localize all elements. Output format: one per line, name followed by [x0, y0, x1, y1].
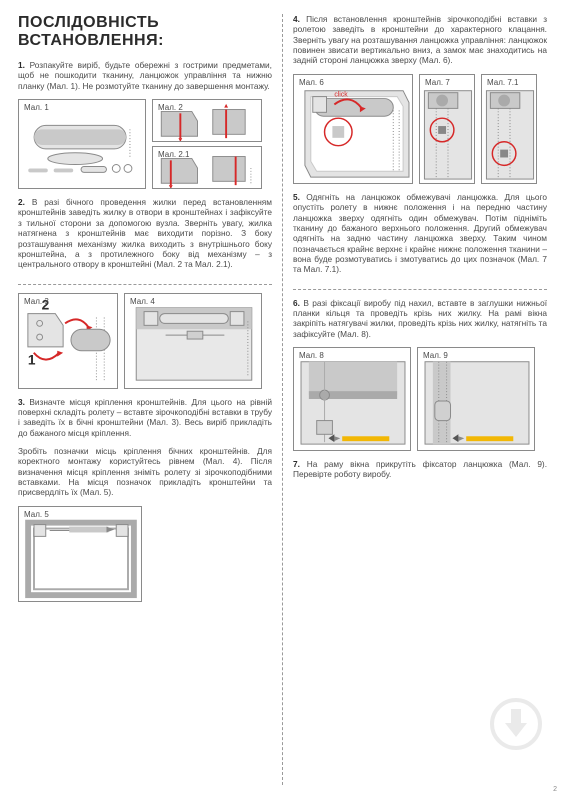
- figure-7-1-label: Мал. 7.1: [487, 78, 518, 87]
- figure-8-label: Мал. 8: [299, 351, 324, 360]
- figure-6: Мал. 6 click: [293, 74, 413, 184]
- figure-7-1-svg: [482, 75, 538, 183]
- page-title: ПОСЛІДОВНІСТЬ ВСТАНОВЛЕННЯ:: [18, 14, 272, 50]
- figcol-2: Мал. 2 Мал. 2.1: [152, 99, 262, 189]
- figure-1-svg: [19, 100, 147, 188]
- figure-2-1: Мал. 2.1: [152, 146, 262, 189]
- figure-2-1-label: Мал. 2.1: [158, 150, 189, 159]
- step-5-text: 5. Одягніть на ланцюжок обмежувачі ланцю…: [293, 192, 547, 275]
- click-label: click: [334, 91, 348, 98]
- figure-7: Мал. 7: [419, 74, 475, 184]
- figure-6-svg: click: [294, 75, 414, 183]
- step-3-num: 3.: [18, 397, 25, 407]
- figure-8-svg: [294, 348, 412, 450]
- figure-2: Мал. 2: [152, 99, 262, 142]
- figure-3: Мал. 3 1 2: [18, 293, 118, 389]
- step-5-num: 5.: [293, 192, 300, 202]
- figrow-4: Мал. 6 click: [293, 74, 547, 184]
- figure-7-svg: [420, 75, 476, 183]
- figure-9: Мал. 9: [417, 347, 535, 451]
- figure-4-label: Мал. 4: [130, 297, 155, 306]
- figure-3-svg: 1 2: [19, 294, 119, 388]
- columns: ПОСЛІДОВНІСТЬ ВСТАНОВЛЕННЯ: 1. Розпакуйт…: [18, 14, 547, 785]
- page-root: ПОСЛІДОВНІСТЬ ВСТАНОВЛЕННЯ: 1. Розпакуйт…: [0, 0, 565, 799]
- figrow-2: Мал. 3 1 2: [18, 293, 272, 389]
- step-4-text: 4. Після встановлення кронштейнів зірочк…: [293, 14, 547, 66]
- step-7-num: 7.: [293, 459, 300, 469]
- hsep-right-1: [293, 289, 547, 290]
- figrow-1: Мал. 1 Мал. 2: [18, 99, 272, 189]
- figure-5: Мал. 5: [18, 506, 142, 602]
- left-column: ПОСЛІДОВНІСТЬ ВСТАНОВЛЕННЯ: 1. Розпакуйт…: [18, 14, 282, 785]
- figure-7-label: Мал. 7: [425, 78, 450, 87]
- figure-5-svg: [19, 507, 143, 601]
- figure-1-label: Мал. 1: [24, 103, 49, 112]
- hsep-left-1: [18, 284, 272, 285]
- figure-8: Мал. 8: [293, 347, 411, 451]
- step-3a-text: 3. Визначте місця кріплення кронштейнів.…: [18, 397, 272, 438]
- figure-3-label: Мал. 3: [24, 297, 49, 306]
- figure-4: Мал. 4: [124, 293, 262, 389]
- page-number: 2: [553, 786, 557, 793]
- figure-7-1: Мал. 7.1: [481, 74, 537, 184]
- figrow-3: Мал. 5: [18, 506, 272, 602]
- step-4-num: 4.: [293, 14, 300, 24]
- figure-2-label: Мал. 2: [158, 103, 183, 112]
- right-column: 4. Після встановлення кронштейнів зірочк…: [283, 14, 547, 785]
- step-6-num: 6.: [293, 298, 300, 308]
- step-1-num: 1.: [18, 60, 25, 70]
- step-2-num: 2.: [18, 197, 25, 207]
- figure-9-label: Мал. 9: [423, 351, 448, 360]
- step-1-text: 1. Розпакуйте виріб, будьте обережні з г…: [18, 60, 272, 91]
- figure-5-label: Мал. 5: [24, 510, 49, 519]
- step-3b-text: Зробіть позначки місць кріплення бічних …: [18, 446, 272, 498]
- step-2-text: 2. В разі бічного проведення жилки перед…: [18, 197, 272, 270]
- step-7-text: 7. На раму вікна прикрутіть фіксатор лан…: [293, 459, 547, 480]
- step-6-text: 6. В разі фіксації виробу під нахил, вст…: [293, 298, 547, 339]
- figure-9-svg: [418, 348, 536, 450]
- figure-6-label: Мал. 6: [299, 78, 324, 87]
- figrow-5: Мал. 8 Мал. 9: [293, 347, 547, 451]
- figure-1: Мал. 1: [18, 99, 146, 189]
- figure-4-svg: [125, 294, 263, 388]
